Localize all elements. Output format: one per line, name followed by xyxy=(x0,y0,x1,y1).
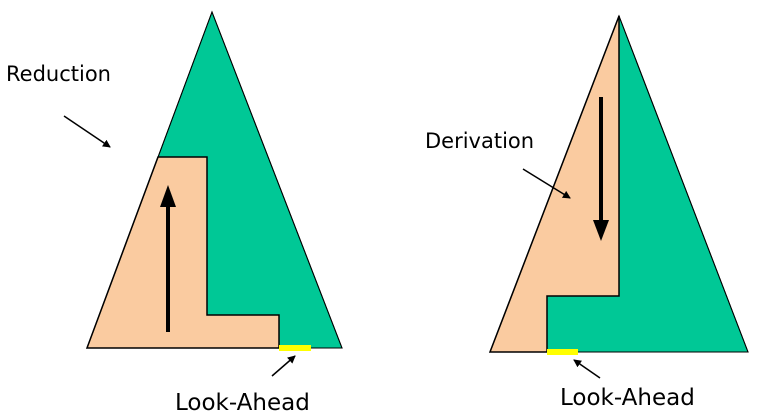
lookahead-marker-left xyxy=(279,345,311,351)
reduction-label: Reduction xyxy=(6,62,111,86)
reduction-up-arrow xyxy=(160,185,176,332)
derivation-tree-outline xyxy=(489,14,749,353)
derivation-down-arrow xyxy=(593,97,609,241)
derivation-pointer-arrow xyxy=(522,168,571,199)
derivation-label: Derivation xyxy=(425,129,534,153)
lookahead-label-left: Look-Ahead xyxy=(175,390,310,416)
lookahead-label-right: Look-Ahead xyxy=(560,385,695,411)
reduction-tree: Reduction Look-Ahead xyxy=(6,10,343,416)
lookahead-pointer-arrow-left xyxy=(271,355,296,377)
derivation-tree: Derivation Look-Ahead xyxy=(425,14,749,411)
reduction-pointer-arrow xyxy=(63,115,111,148)
lookahead-pointer-arrow-right xyxy=(573,359,601,379)
lookahead-marker-right xyxy=(547,349,578,355)
reduction-tree-outline xyxy=(86,10,343,349)
